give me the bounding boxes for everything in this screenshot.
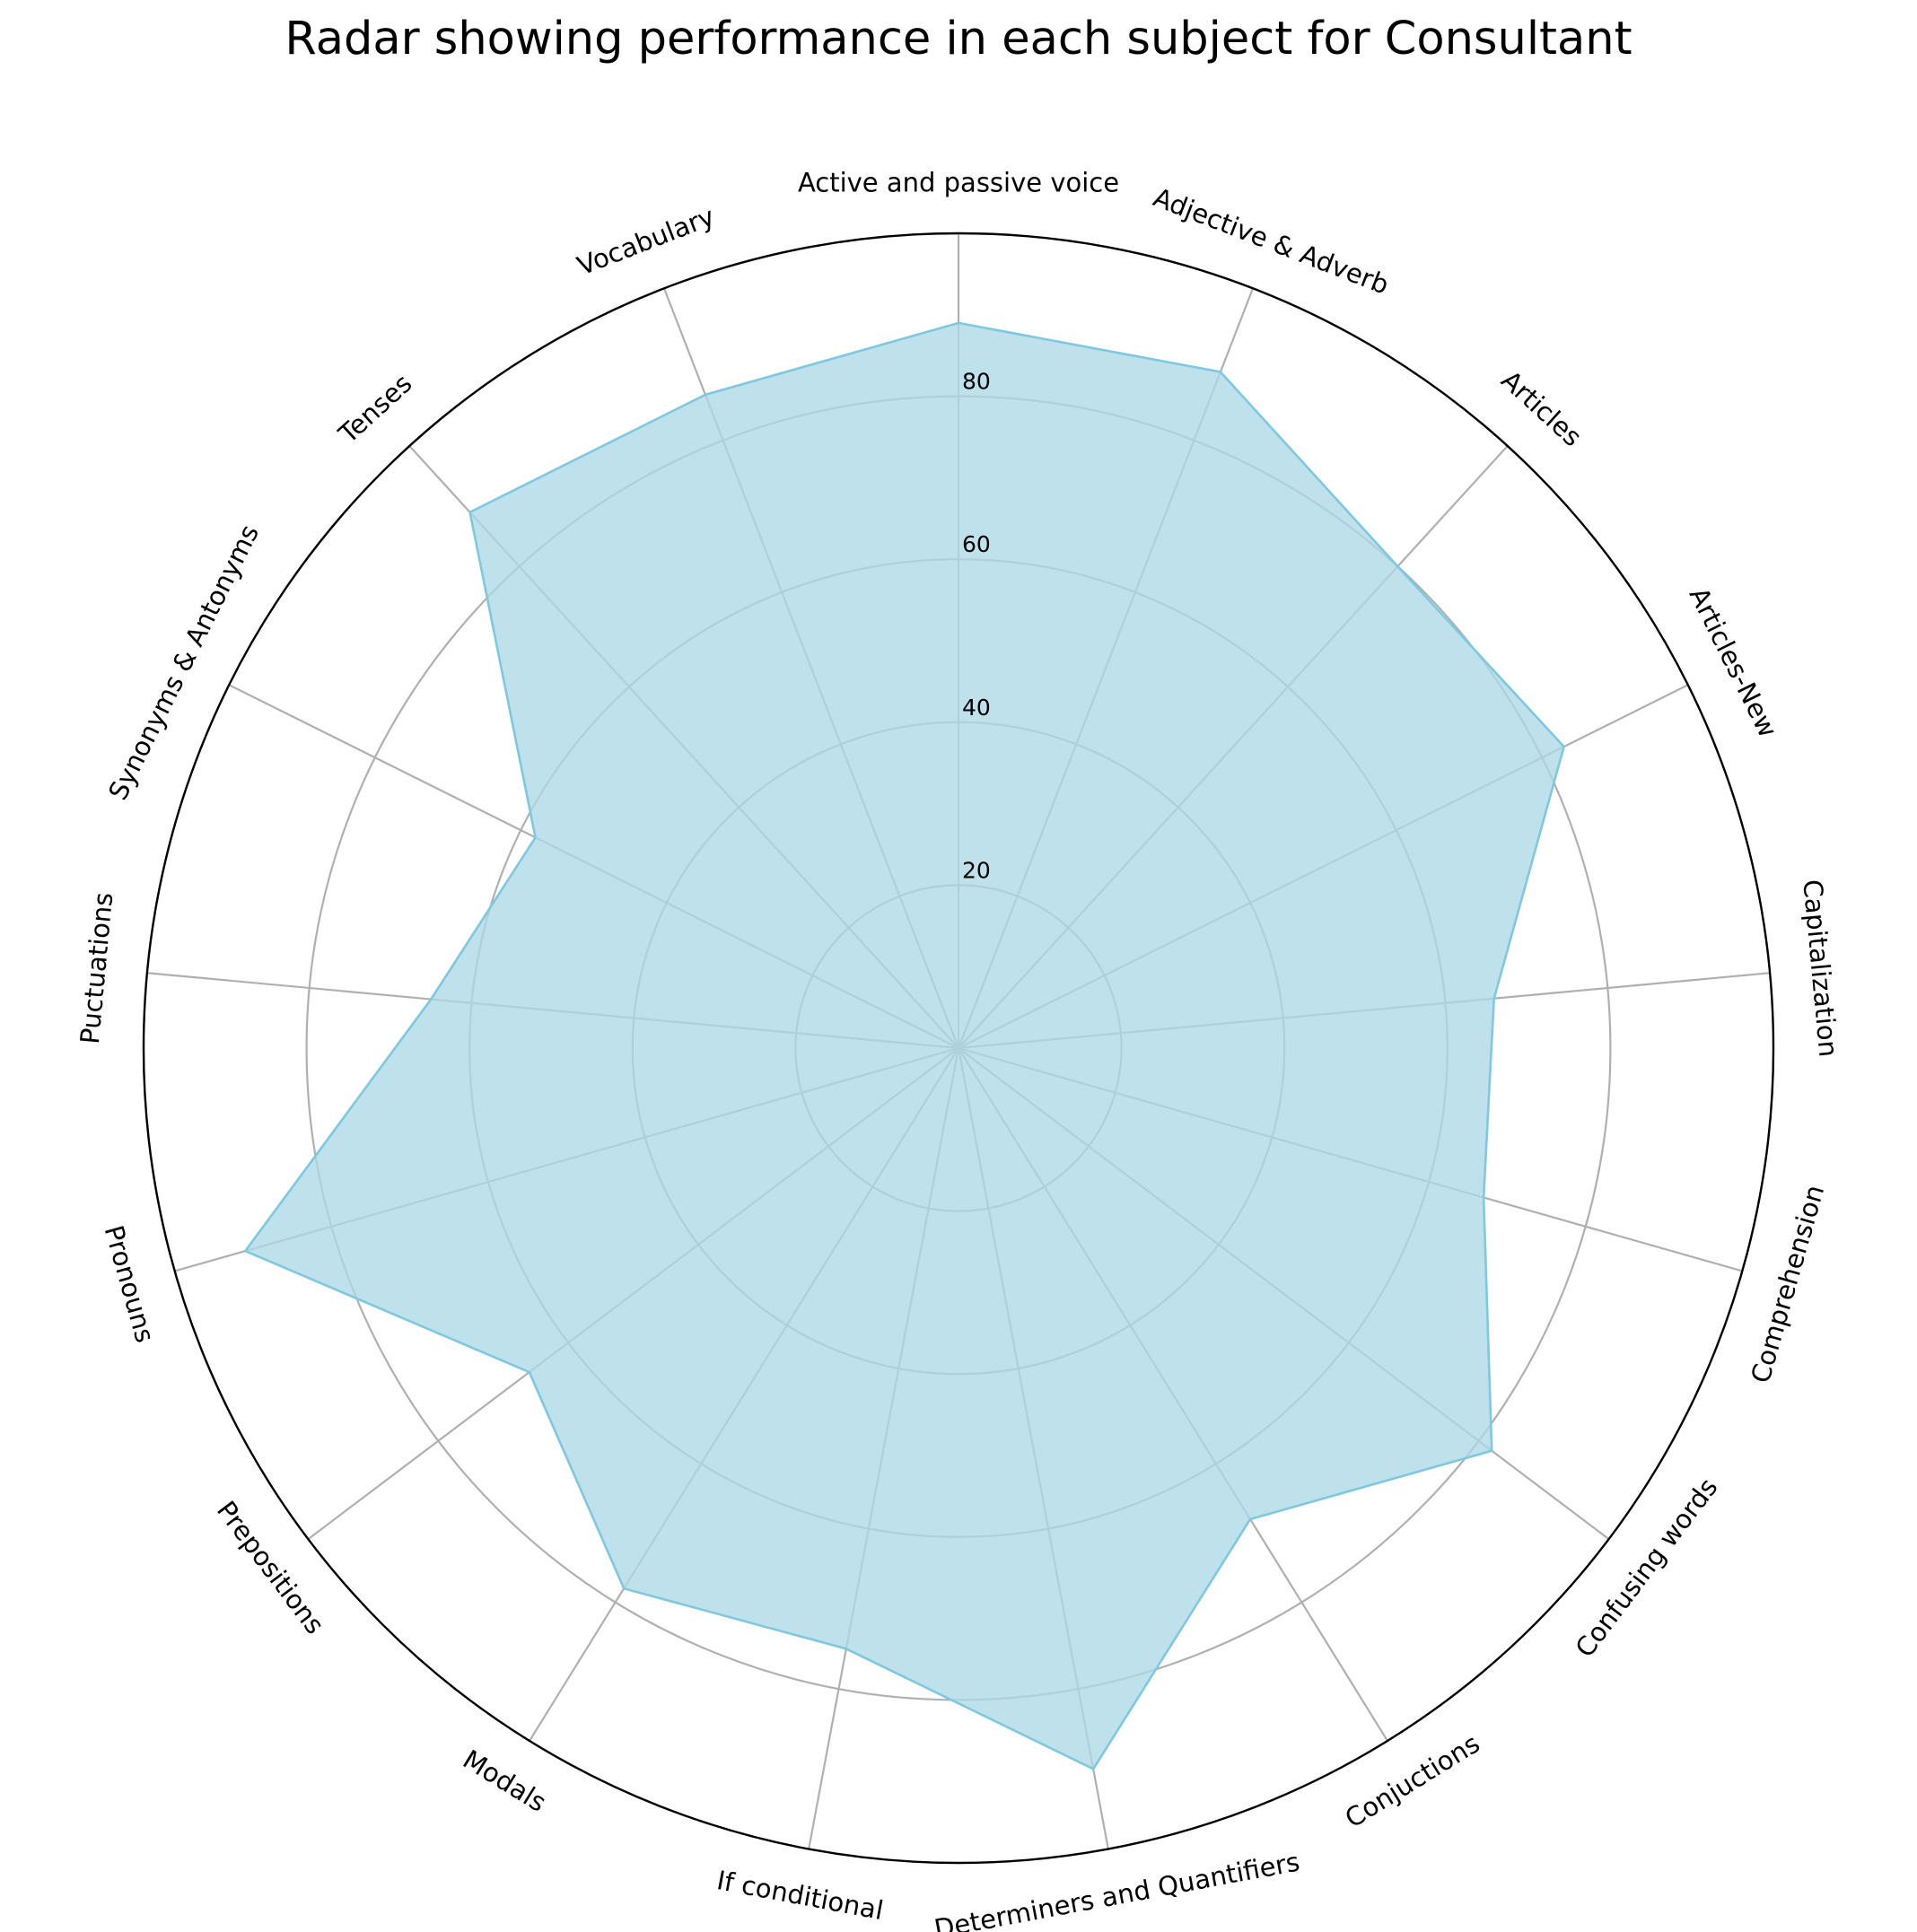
data-point <box>1219 371 1222 373</box>
outer-frame <box>142 232 1775 1865</box>
data-point <box>1248 1517 1252 1521</box>
radial-tick-labels: 20 40 60 80 <box>962 369 991 884</box>
category-label: Puctuations <box>74 891 118 1045</box>
data-point <box>845 1648 848 1650</box>
category-label: Tenses <box>332 368 417 450</box>
data-layer <box>243 321 1566 1770</box>
category-label: Vocabulary <box>573 201 719 282</box>
category-label: Pronouns <box>99 1222 161 1346</box>
radial-tick-label: 60 <box>962 531 991 557</box>
series-area <box>243 321 1566 1770</box>
category-label: Modals <box>458 1744 552 1818</box>
data-point <box>244 1249 247 1253</box>
data-point <box>430 998 433 1001</box>
category-label: Determiners and Quantifiers <box>932 1846 1301 1932</box>
data-point <box>1396 564 1399 568</box>
data-point <box>1482 1196 1485 1199</box>
data-point <box>957 321 960 325</box>
data-point <box>1091 1768 1095 1770</box>
data-point <box>528 1370 530 1374</box>
category-label: Active and passive voice <box>798 168 1119 198</box>
radial-tick-label: 20 <box>962 857 991 883</box>
category-label: Articles <box>1495 364 1588 452</box>
category-label: Capitalization <box>1797 879 1843 1059</box>
category-label: Articles-New <box>1684 582 1783 742</box>
data-point <box>534 836 537 839</box>
radial-tick-label: 80 <box>962 369 991 395</box>
radial-tick-label: 40 <box>962 695 991 721</box>
category-label: Prepositions <box>211 1495 330 1639</box>
data-point <box>468 511 471 513</box>
chart-title: Radar showing performance in each subjec… <box>284 13 1632 66</box>
data-point <box>1492 997 1495 1000</box>
data-point <box>622 1587 626 1590</box>
category-label: Adjective & Adverb <box>1150 182 1394 301</box>
data-point <box>1562 745 1565 748</box>
data-point <box>704 393 707 397</box>
category-label: Confusing words <box>1569 1473 1723 1663</box>
category-label: If conditional <box>714 1865 886 1926</box>
category-label: Conjuctions <box>1340 1728 1485 1834</box>
data-point <box>1490 1449 1493 1452</box>
